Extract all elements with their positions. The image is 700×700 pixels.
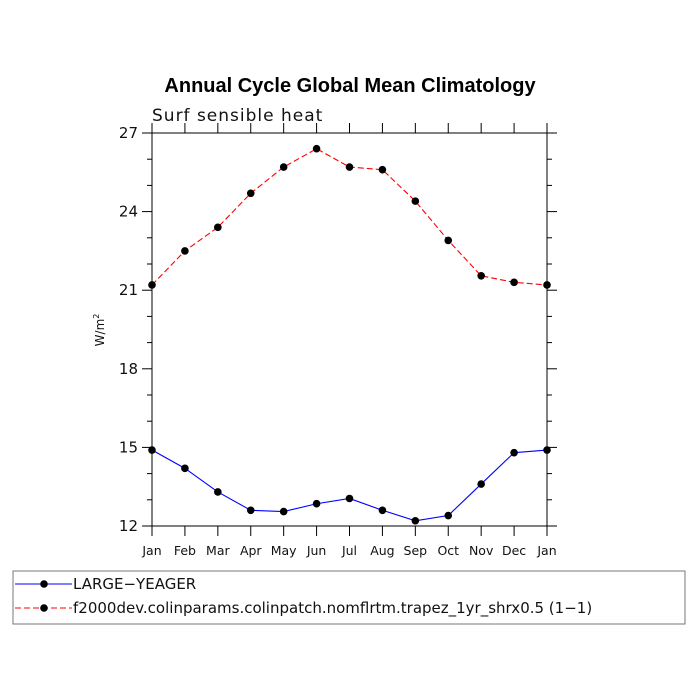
x-tick-label: Apr: [240, 543, 262, 558]
data-point: [279, 163, 288, 171]
data-point: [378, 165, 387, 174]
x-tick-label: Mar: [206, 543, 230, 558]
data-point: [214, 488, 222, 496]
x-tick-label: Jun: [306, 543, 327, 558]
data-point: [148, 446, 156, 454]
data-point: [312, 144, 321, 153]
x-tick-label: Dec: [502, 543, 526, 558]
data-point: [246, 189, 255, 198]
data-point: [543, 281, 551, 289]
y-axis-ticks: 12 15 18 21 24 27: [119, 124, 557, 535]
legend-box: [12, 570, 686, 625]
y-tick-label: 24: [119, 203, 138, 221]
data-point: [181, 464, 189, 473]
y-axis-label-exponent: 2: [92, 314, 101, 319]
y-tick-label: 12: [119, 517, 138, 535]
y-tick-label: 15: [119, 438, 138, 456]
y-axis-label-group: W/m2: [92, 314, 107, 347]
data-point: [543, 446, 551, 454]
x-tick-label: Nov: [469, 543, 494, 558]
series-layer: [148, 144, 551, 525]
data-point: [312, 499, 321, 508]
x-tick-label: Jul: [341, 543, 357, 558]
chart-title: Annual Cycle Global Mean Climatology: [164, 75, 536, 97]
chart-subtitle: Surf sensible heat: [152, 106, 323, 126]
x-tick-label: May: [271, 543, 297, 558]
data-point: [411, 197, 420, 205]
data-point: [477, 480, 485, 488]
data-point: [444, 236, 453, 245]
y-tick-label: 18: [119, 360, 138, 378]
data-point: [444, 511, 453, 520]
data-point: [345, 163, 354, 171]
legend-label: LARGE−YEAGER: [73, 575, 196, 593]
x-tick-label: Jan: [536, 543, 556, 558]
data-point: [148, 281, 156, 289]
data-point: [477, 271, 485, 280]
data-point: [510, 278, 518, 287]
x-tick-label: Oct: [437, 543, 459, 558]
data-point: [510, 448, 518, 457]
data-point: [246, 506, 255, 515]
plot-frame: [151, 132, 548, 527]
legend-label: f2000dev.colinparams.colinpatch.nomflrtm…: [73, 599, 592, 618]
x-tick-label: Aug: [370, 543, 394, 558]
data-point: [214, 223, 222, 232]
data-point: [411, 516, 420, 525]
y-tick-label: 21: [119, 281, 138, 299]
legend: LARGE−YEAGER f2000dev.colinparams.colinpa…: [15, 575, 592, 618]
data-point: [181, 247, 189, 255]
x-tick-label: Sep: [404, 543, 428, 558]
data-point: [378, 506, 387, 515]
y-axis-label-base: W/m: [93, 319, 107, 347]
data-point: [279, 507, 288, 516]
data-point: [345, 494, 354, 503]
legend-marker: [40, 604, 48, 612]
y-axis-label: W/m2: [92, 314, 107, 347]
x-tick-label: Jan: [141, 543, 161, 558]
x-tick-label: Feb: [174, 543, 196, 558]
series-line: [151, 449, 548, 522]
x-axis-ticks: Jan Feb Mar Apr May Jun Jul Aug Sep Oct Nov Dec Jan: [141, 123, 557, 558]
legend-marker: [40, 580, 48, 588]
y-tick-label: 27: [119, 124, 138, 142]
